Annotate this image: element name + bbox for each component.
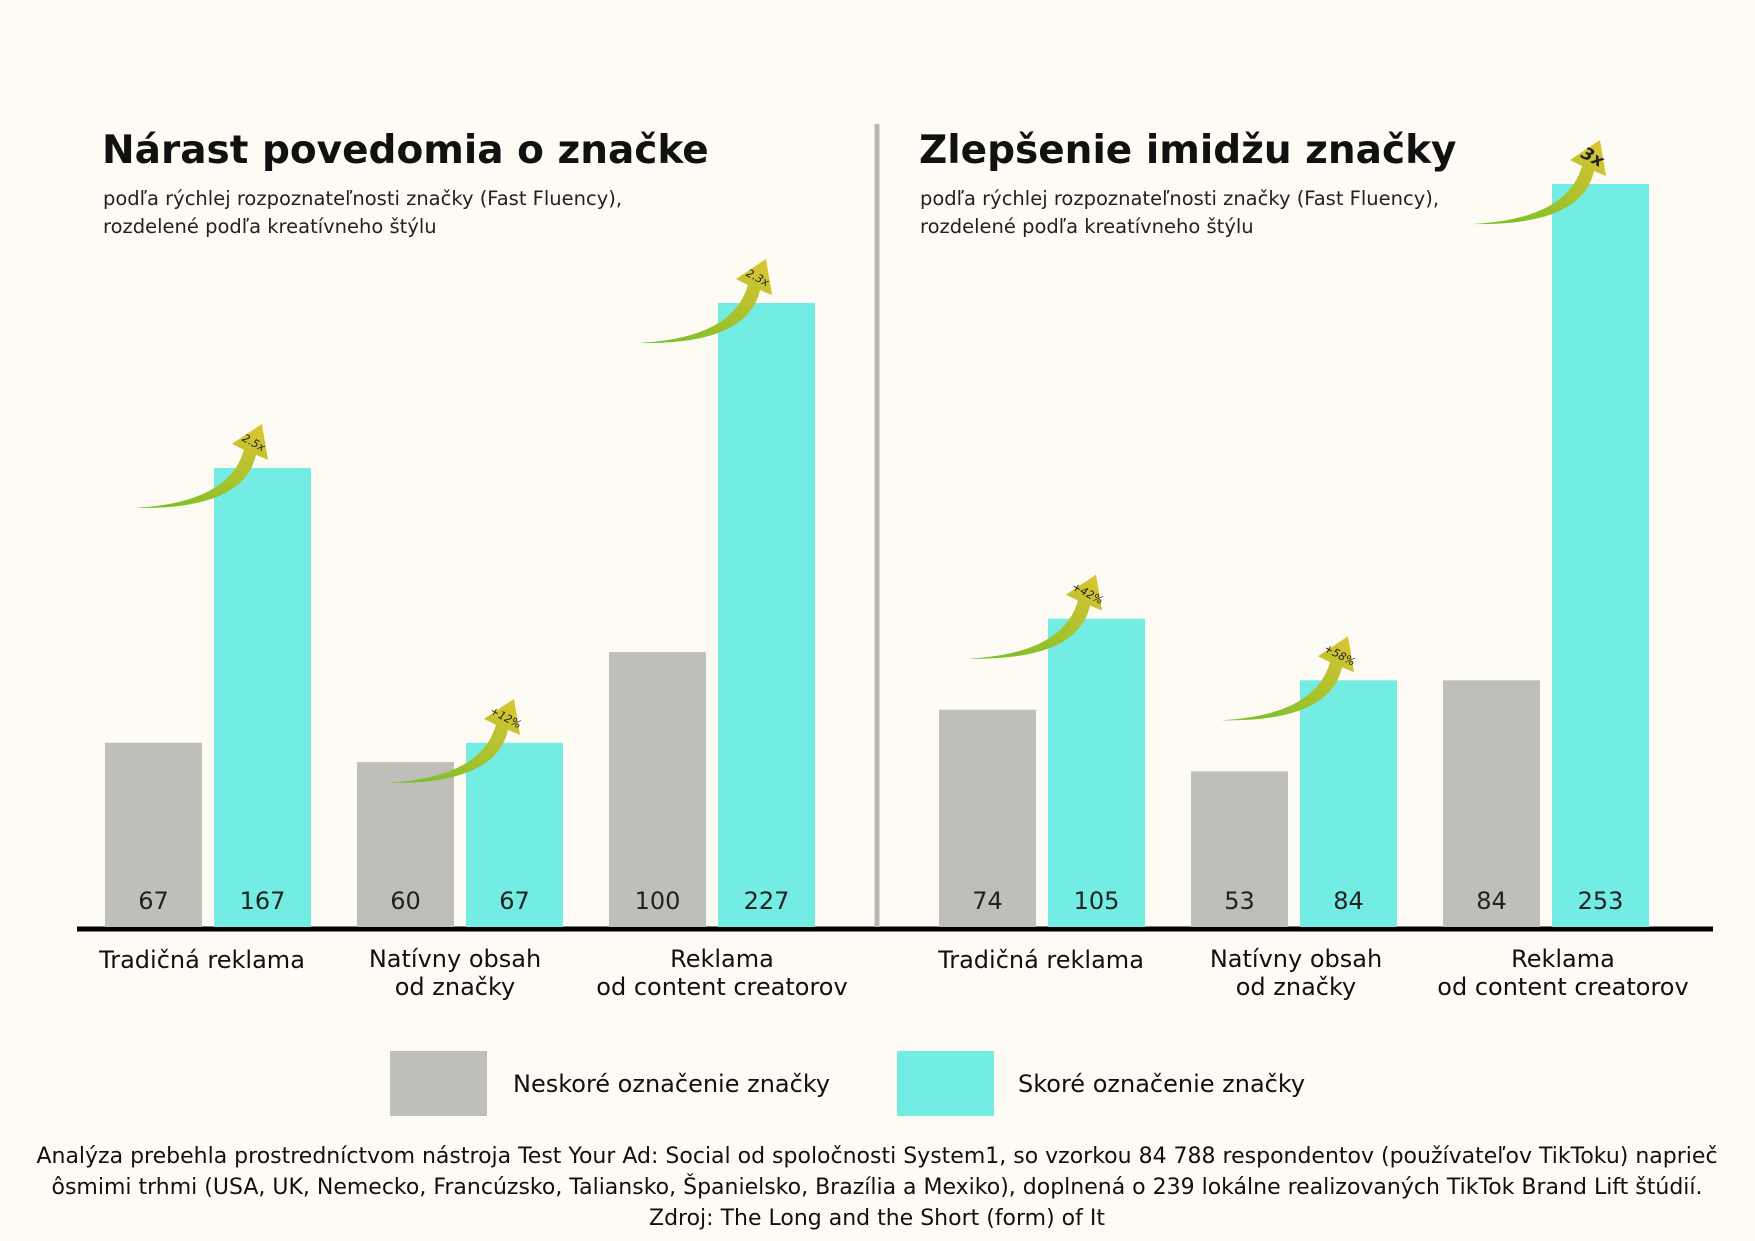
category-label: od značky: [1236, 973, 1357, 1001]
bar-late: [609, 652, 706, 927]
category-label: Natívny obsah: [1210, 945, 1382, 973]
bar-early: [718, 303, 815, 927]
bar-value-label: 67: [499, 887, 530, 915]
bar-late: [939, 709, 1036, 927]
legend-swatch: [390, 1051, 487, 1116]
footnote-line: ôsmimi trhmi (USA, UK, Nemecko, Francúzs…: [52, 1174, 1703, 1200]
chart-subtitle-line: podľa rýchlej rozpoznateľnosti značky (F…: [103, 187, 622, 210]
chart-title: Nárast povedomia o značke: [102, 128, 709, 173]
chart-panel-1: Nárast povedomia o značke podľa rýchlej r…: [98, 128, 848, 1001]
bar-late: [357, 762, 454, 927]
category-label: od content creatorov: [1437, 973, 1688, 1001]
legend-label: Skoré označenie značky: [1018, 1070, 1305, 1098]
chart-subtitle-line: rozdelené podľa kreatívneho štýlu: [103, 215, 437, 238]
chart-subtitle-line: rozdelené podľa kreatívneho štýlu: [920, 215, 1254, 238]
bar-early: [1552, 184, 1649, 927]
footnote-line: Analýza prebehla prostredníctvom nástroj…: [36, 1144, 1717, 1169]
category-label: Natívny obsah: [369, 945, 541, 973]
footnote-line: Zdroj: The Long and the Short (form) of …: [649, 1206, 1105, 1231]
category-label: Reklama: [1511, 945, 1615, 973]
bar-early: [466, 742, 563, 927]
bar-late: [1443, 680, 1540, 927]
bar-value-label: 67: [138, 887, 169, 915]
uplift-arrow: [969, 574, 1102, 659]
chart-panel-2: Zlepšenie imidžu značky podľa rýchlej roz…: [919, 128, 1689, 1001]
bar-value-label: 253: [1578, 887, 1624, 915]
bar-value-label: 105: [1074, 887, 1120, 915]
bar-value-label: 84: [1333, 887, 1364, 915]
bar-value-label: 60: [390, 887, 421, 915]
bar-value-label: 74: [972, 887, 1003, 915]
uplift-arrow: [387, 698, 520, 783]
bar-late: [105, 742, 202, 927]
bar-late: [1191, 771, 1288, 927]
bar-value-label: 227: [744, 887, 790, 915]
category-label: Tradičná reklama: [937, 946, 1144, 974]
footnote: Analýza prebehla prostredníctvom nástroj…: [36, 1144, 1717, 1231]
uplift-arrow: [1473, 140, 1606, 225]
bar-value-label: 84: [1476, 887, 1507, 915]
bar-early: [1300, 680, 1397, 927]
bar-early: [214, 467, 311, 927]
legend: Neskoré označenie značky Skoré označenie …: [390, 1051, 1305, 1116]
category-label: od značky: [395, 973, 516, 1001]
chart-subtitle-line: podľa rýchlej rozpoznateľnosti značky (F…: [920, 187, 1439, 210]
chart-title: Zlepšenie imidžu značky: [919, 128, 1456, 173]
uplift-arrow: [1221, 636, 1354, 721]
uplift-arrow: [639, 259, 772, 344]
bar-value-label: 167: [240, 887, 286, 915]
legend-swatch: [897, 1051, 994, 1116]
uplift-arrow: [135, 423, 268, 509]
category-label: od content creatorov: [596, 973, 847, 1001]
bar-early: [1048, 618, 1145, 927]
category-label: Reklama: [670, 945, 774, 973]
category-label: Tradičná reklama: [98, 946, 305, 974]
bar-value-label: 53: [1224, 887, 1255, 915]
bar-value-label: 100: [635, 887, 681, 915]
legend-label: Neskoré označenie značky: [513, 1070, 830, 1098]
